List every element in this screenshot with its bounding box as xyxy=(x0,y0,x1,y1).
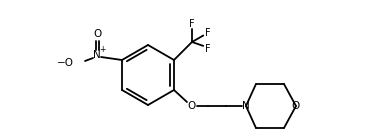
Text: O: O xyxy=(188,101,196,111)
Text: −O: −O xyxy=(57,58,74,68)
Text: +: + xyxy=(99,44,105,54)
Text: F: F xyxy=(205,44,211,54)
Text: F: F xyxy=(205,27,211,38)
Text: O: O xyxy=(292,101,300,111)
Text: F: F xyxy=(189,19,195,29)
Text: N: N xyxy=(93,50,101,60)
Text: N: N xyxy=(242,101,250,111)
Text: O: O xyxy=(93,29,101,39)
